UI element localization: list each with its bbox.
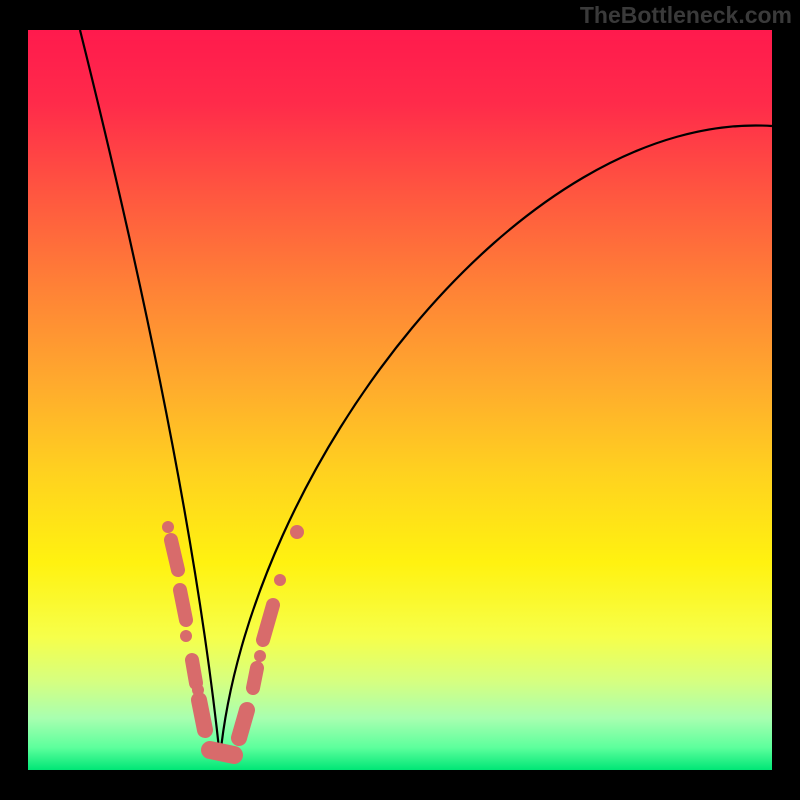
marker-pill: [199, 700, 205, 730]
chart-root: TheBottleneck.com: [0, 0, 800, 800]
marker-dot: [290, 525, 304, 539]
marker-dot: [254, 650, 266, 662]
marker-dot: [180, 630, 192, 642]
marker-dot: [192, 684, 204, 696]
marker-pill: [239, 710, 247, 738]
marker-pill: [263, 605, 273, 640]
marker-pill: [180, 590, 186, 620]
watermark-text: TheBottleneck.com: [580, 2, 792, 29]
marker-dot: [162, 521, 174, 533]
marker-pill: [210, 750, 234, 755]
marker-pill: [253, 668, 257, 688]
marker-pill: [171, 540, 178, 570]
plot-area: [28, 30, 772, 770]
marker-pill: [192, 660, 196, 683]
marker-dot: [274, 574, 286, 586]
chart-svg: [0, 0, 800, 800]
